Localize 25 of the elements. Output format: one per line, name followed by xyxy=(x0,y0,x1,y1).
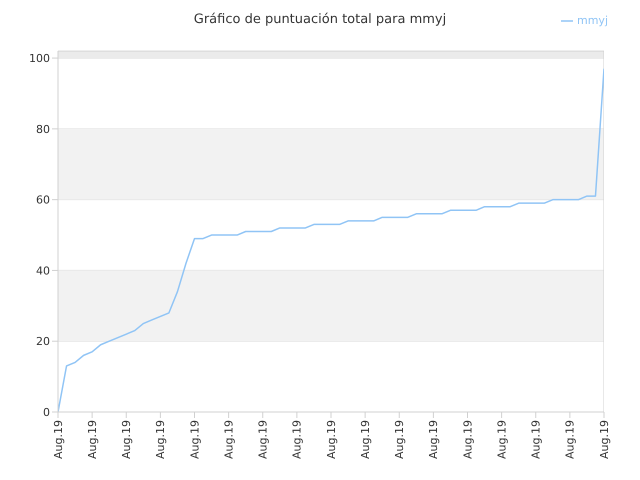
y-tick-label: 100 xyxy=(29,52,50,65)
x-tick-label: Aug.19 xyxy=(564,420,577,459)
x-tick-label: Aug.19 xyxy=(256,420,270,459)
x-tick-label: Aug.19 xyxy=(188,420,202,459)
x-tick-label: Aug.19 xyxy=(324,420,338,459)
x-tick-label: Aug.19 xyxy=(358,420,372,459)
x-tick-label: Aug.19 xyxy=(86,420,99,459)
chart-title: Gráfico de puntuación total para mmyj xyxy=(194,12,446,27)
x-tick-label: Aug.19 xyxy=(427,420,440,459)
x-tick-label: Aug.19 xyxy=(530,420,543,459)
y-tick-label: 0 xyxy=(43,406,50,419)
legend-label: mmyj xyxy=(577,14,608,27)
x-tick-label: Aug.19 xyxy=(154,420,168,459)
y-tick-label: 20 xyxy=(36,335,50,348)
x-tick-label: Aug.19 xyxy=(222,420,236,459)
x-tick-label: Aug.19 xyxy=(598,420,611,459)
x-tick-label: Aug.19 xyxy=(120,420,134,459)
x-tick-label: Aug.19 xyxy=(52,420,65,459)
x-tick-label: Aug.19 xyxy=(495,420,508,459)
x-tick-label: Aug.19 xyxy=(461,420,474,459)
x-tick-label: Aug.19 xyxy=(393,420,406,459)
x-tick-label: Aug.19 xyxy=(290,420,304,459)
y-tick-label: 80 xyxy=(36,122,50,136)
y-tick-label: 40 xyxy=(36,264,50,278)
y-tick-label: 60 xyxy=(36,194,50,207)
